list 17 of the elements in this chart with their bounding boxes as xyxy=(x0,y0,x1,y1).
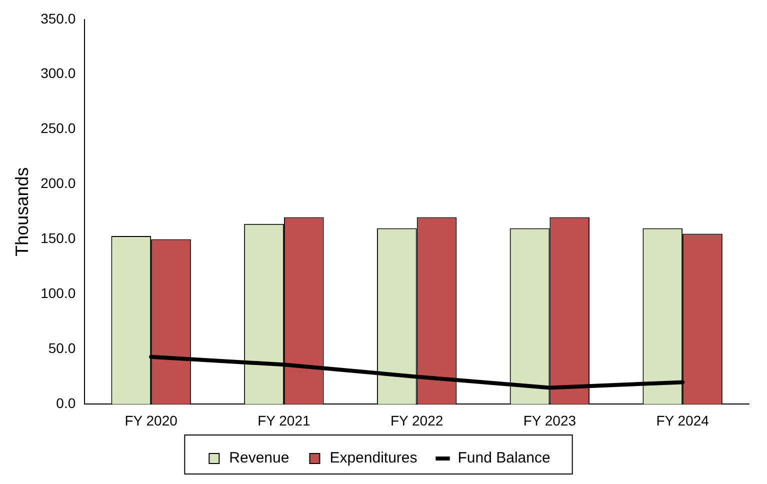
y-tick-label: 150.0 xyxy=(40,230,76,246)
y-tick-label: 250.0 xyxy=(40,120,76,136)
y-axis-title: Thousands xyxy=(12,167,32,256)
y-tick-label: 200.0 xyxy=(40,175,76,192)
y-tick-label: 350.0 xyxy=(40,10,76,26)
legend-label: Expenditures xyxy=(330,450,418,467)
legend-label: Revenue xyxy=(229,450,290,467)
x-tick-label: FY 2020 xyxy=(124,412,178,428)
legend-label: Fund Balance xyxy=(458,450,550,467)
x-tick-label: FY 2023 xyxy=(523,412,576,428)
y-tick-label: 0.0 xyxy=(56,395,76,412)
y-tick-label: 50.0 xyxy=(48,340,76,356)
y-tick-label: 100.0 xyxy=(40,285,76,302)
y-tick-label: 300.0 xyxy=(40,65,76,82)
x-tick-label: FY 2022 xyxy=(390,412,444,428)
x-tick-label: FY 2021 xyxy=(258,412,310,428)
x-tick-label: FY 2024 xyxy=(656,412,710,428)
